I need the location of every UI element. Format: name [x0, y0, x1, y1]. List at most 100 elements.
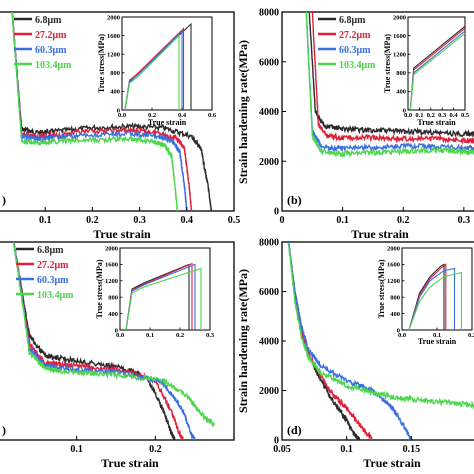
- panel-b-series-1: [311, 12, 474, 146]
- panel-c-inset-x-tick-label: 0.3: [206, 332, 215, 339]
- panel-a-inset-x-axis-label: True strain: [148, 118, 187, 127]
- panel-a-x-tick-label: 0.4: [181, 215, 194, 226]
- panel-c-partial-label: ): [2, 423, 6, 437]
- panel-b-x-tick-label: 0.2: [397, 215, 410, 226]
- panel-d-inset-x-tick-label: 0.1: [433, 332, 441, 339]
- panel-b-y-tick-label: 8000: [259, 8, 279, 19]
- panel-b-series-3: [305, 12, 474, 159]
- panel-a-inset-y-tick-label: 1200: [107, 52, 120, 59]
- panel-c-inset-y-tick-label: 2000: [105, 245, 118, 252]
- panel-a-inset-y-tick-label: 800: [110, 70, 120, 77]
- panel-c-inset-y-tick-label: 400: [108, 311, 118, 318]
- panel-d-panel-label: (d): [287, 423, 302, 437]
- panel-b-inset-y-tick-label: 800: [396, 70, 406, 77]
- panel-d-y-tick-label: 8000: [259, 238, 279, 249]
- panel-a: 0.1 0.2 0.3 0.4 0.5 True strain ) 6.8μm 27.2μ…: [0, 11, 241, 241]
- panel-b-legend-label: 103.4μm: [339, 60, 376, 71]
- panel-b-x-ticks: 0 0.1 0.2 0.3: [280, 207, 471, 226]
- panel-d-inset-x-tick-label: 0.0: [398, 332, 406, 339]
- panel-c-inset-y-axis-label: True stress(MPa): [95, 259, 104, 318]
- panel-c-inset-y-tick-label: 1200: [105, 278, 118, 285]
- panel-c-x-axis-label: True strain: [101, 456, 159, 470]
- panel-d-y-tick-label: 6000: [259, 287, 279, 298]
- panel-c-inset-y-tick-label: 0: [115, 327, 118, 334]
- panel-b-inset-x-tick-label: 0.5: [461, 112, 470, 119]
- panel-d-inset-y-axis-label: True stress(MPa): [377, 259, 386, 318]
- panel-a-inset-y-tick-label: 0: [117, 107, 120, 114]
- panel-d-inset-series-3: [408, 271, 463, 331]
- panel-c-series-1: [13, 242, 184, 440]
- panel-d-series: [287, 242, 474, 440]
- panel-b-inset-y-tick-label: 2000: [393, 14, 406, 21]
- panel-c: 0.1 0.2 True strain ) 6.8μm 27.2μm 60.3μm 10…: [0, 241, 235, 470]
- panel-b-legend-label: 27.2μm: [339, 30, 371, 41]
- panel-a-legend-label: 6.8μm: [35, 15, 62, 26]
- panel-b-series-2: [305, 12, 474, 153]
- panel-a-series-0: [11, 12, 212, 211]
- panel-b-y-tick-label: 2000: [259, 157, 279, 168]
- panel-a-inset-x-tick-label: 0.0: [118, 112, 126, 119]
- panel-a-inset-y-tick-label: 400: [110, 89, 120, 96]
- panel-a-legend: 6.8μm 27.2μm 60.3μm 103.4μm: [14, 15, 72, 71]
- panel-b-x-tick-label: 0: [280, 215, 285, 226]
- panel-b-inset-x-axis-label: True strain: [417, 118, 456, 127]
- panel-c-series: [13, 242, 215, 440]
- panel-d-inset-y-tick-label: 800: [390, 295, 400, 302]
- panel-b-inset-y-axis-label: True stress(MPa): [383, 34, 392, 93]
- panel-c-inset-x-tick-label: 0.0: [116, 332, 124, 339]
- panel-c-frame: [0, 241, 235, 441]
- panel-d-inset-y-tick-label: 400: [390, 311, 400, 318]
- panel-b-inset-series-3: [409, 32, 466, 111]
- panel-b-y-axis-label: Strain hardening rate(MPa): [236, 40, 250, 184]
- panel-a-inset: 0 400 800 1200 1600 2000 0.0 0.2 0.4 0.6 True stra…: [97, 14, 217, 127]
- panel-a-inset-x-tick-label: 0.4: [178, 112, 187, 119]
- panel-d-y-ticks: 0 2000 4000 6000 8000: [259, 238, 286, 447]
- panel-a-inset-x-tick-label: 0.2: [148, 112, 156, 119]
- panel-b-inset-x-tick-label: 0.1: [415, 112, 423, 119]
- panel-b-inset-x-tick-label: 0.3: [438, 112, 447, 119]
- panel-b-inset-x-tick-label: 0.0: [404, 112, 412, 119]
- panel-b-inset-x-tick-label: 0.4: [450, 112, 459, 119]
- panel-a-inset-series-3: [124, 34, 180, 111]
- panel-d-inset-y-tick-label: 0: [397, 327, 400, 334]
- panel-b-inset-y-tick-label: 1200: [393, 52, 406, 59]
- panel-a-frame: [0, 11, 235, 212]
- panel-b-legend-label: 60.3μm: [339, 45, 371, 56]
- panel-a-inset-frame: [121, 16, 213, 111]
- panel-b-inset-y-tick-label: 0: [403, 107, 406, 114]
- panel-b-series: [305, 12, 474, 159]
- panel-c-legend-label: 27.2μm: [37, 260, 69, 271]
- panel-d-inset-y-tick-label: 1600: [387, 262, 400, 269]
- panel-c-inset-x-tick-label: 0.1: [146, 332, 154, 339]
- panel-c-inset-y-tick-label: 800: [108, 295, 118, 302]
- panel-a-series: [11, 12, 212, 211]
- panel-d-y-axis-label: Strain hardening rate(MPa): [236, 269, 250, 413]
- panel-d-series-2: [287, 242, 412, 440]
- panel-c-series-0: [13, 242, 176, 440]
- panel-d-series-3: [287, 243, 474, 410]
- panel-c-inset-y-tick-label: 1600: [105, 262, 118, 269]
- panel-a-x-tick-label: 0.1: [39, 215, 52, 226]
- panel-c-inset-x-tick-label: 0.2: [176, 332, 184, 339]
- panel-d-y-tick-label: 2000: [259, 386, 279, 397]
- panel-d-x-axis-label: True strain: [363, 456, 421, 470]
- panel-a-x-tick-label: 0.5: [228, 215, 241, 226]
- panel-d-inset-x-tick-label: 0.2: [468, 332, 474, 339]
- panel-b-legend-label: 6.8μm: [339, 15, 366, 26]
- panel-a-legend-label: 27.2μm: [35, 30, 67, 41]
- panel-d-inset-x-axis-label: True strain: [418, 337, 457, 346]
- panel-b-inset-frame: [407, 16, 466, 111]
- panel-a-partial-label: ): [2, 193, 6, 207]
- panel-d-inset-y-tick-label: 2000: [387, 245, 400, 252]
- panel-c-legend-label: 60.3μm: [37, 275, 69, 286]
- panel-c-series-3: [13, 242, 215, 427]
- panel-b-inset: 0 400 800 1200 1600 2000 0.0 0.1 0.2 0.3 0.4 0.5 Tru…: [383, 14, 470, 127]
- panel-a-x-axis-label: True strain: [93, 227, 151, 241]
- panel-b-x-tick-label: 0.3: [458, 215, 471, 226]
- panel-d-inset: 0 400 800 1200 1600 2000 0.0 0.1 0.2 True strain T…: [377, 245, 474, 346]
- panel-a-legend-label: 103.4μm: [35, 60, 72, 71]
- panel-a-x-tick-label: 0.3: [133, 215, 146, 226]
